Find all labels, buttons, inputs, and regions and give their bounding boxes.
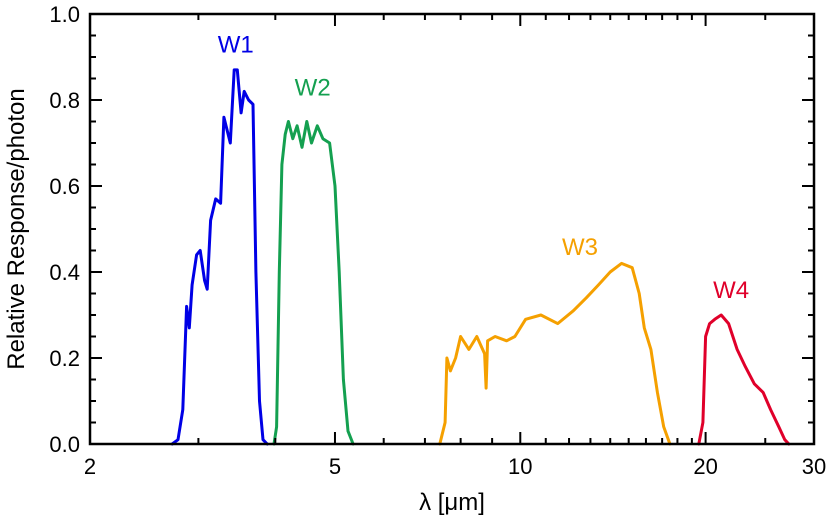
y-tick-label: 0.4 — [49, 260, 80, 285]
y-tick-label: 1.0 — [49, 2, 80, 27]
axis-tick-labels: 0.0 0.2 0.4 0.6 0.8 1.0 2 5 10 20 30 — [49, 2, 826, 479]
x-tick-label: 2 — [84, 454, 96, 479]
x-axis-title: λ [μm] — [419, 489, 485, 516]
series-line-w1 — [170, 68, 269, 446]
y-tick-label: 0.2 — [49, 346, 80, 371]
band-label-w4: W4 — [713, 277, 749, 304]
plot-frame — [88, 12, 816, 446]
series-line-w2 — [272, 120, 355, 446]
band-label-w2: W2 — [295, 75, 331, 102]
y-axis-title: Relative Response/photon — [3, 88, 30, 370]
y-tick-label: 0.8 — [49, 88, 80, 113]
y-tick-label: 0.0 — [49, 432, 80, 457]
series-line-w4 — [697, 313, 791, 446]
x-tick-label: 10 — [508, 454, 532, 479]
series-line-w3 — [438, 261, 672, 446]
band-label-w3: W3 — [562, 234, 598, 261]
band-annotations: W1 W2 W3 W4 — [218, 32, 749, 304]
x-tick-label: 30 — [802, 454, 826, 479]
x-tick-label: 5 — [329, 454, 341, 479]
series-curves — [170, 68, 791, 446]
band-label-w1: W1 — [218, 32, 254, 59]
x-tick-label: 20 — [693, 454, 717, 479]
y-tick-label: 0.6 — [49, 174, 80, 199]
